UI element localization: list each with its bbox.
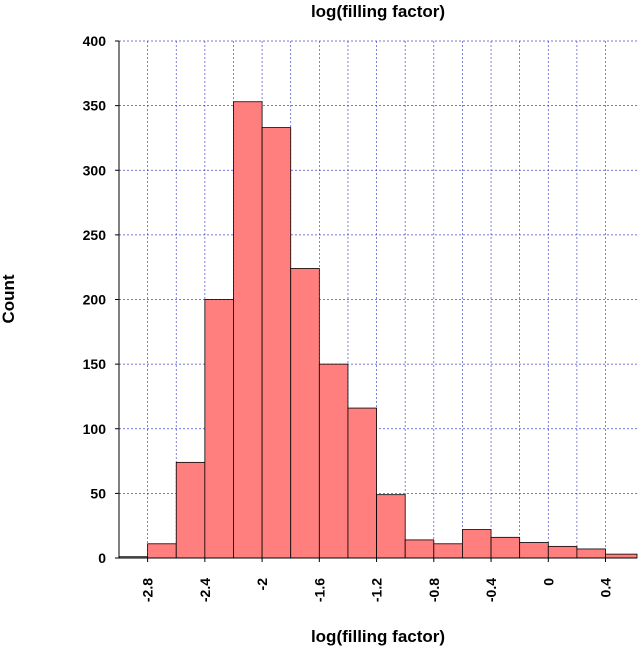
x-tick-label: 0 — [540, 578, 556, 586]
y-tick-label: 0 — [98, 550, 106, 566]
tick-labels: 0 50 100 150 200 250 300 350 400 -2.8 -2.4 -2 -1.6 -1… — [83, 33, 614, 602]
y-tick-label: 100 — [83, 421, 107, 437]
y-tick-label: 250 — [83, 227, 107, 243]
histogram-bar — [175, 461, 206, 559]
y-tick-label: 150 — [83, 356, 107, 372]
chart-title: log(filling factor) — [311, 2, 445, 21]
x-tick-label: -0.8 — [426, 578, 442, 602]
histogram-bar — [204, 299, 234, 559]
x-tick-label: -2.8 — [140, 578, 156, 602]
x-tick-label: -0.4 — [483, 578, 499, 602]
y-tick-label: 300 — [83, 162, 107, 178]
y-axis-label: Count — [0, 274, 18, 323]
x-tick-label: -1.6 — [311, 578, 327, 602]
y-tick-label: 200 — [83, 292, 107, 308]
y-tick-label: 350 — [83, 98, 107, 114]
histogram-bar — [147, 543, 177, 559]
y-tick-label: 50 — [90, 485, 106, 501]
axes — [115, 40, 637, 562]
x-tick-label: 0.4 — [598, 578, 614, 598]
histogram-bar — [290, 268, 320, 559]
y-tick-label: 400 — [83, 33, 107, 49]
histogram-bar — [261, 127, 292, 559]
histogram-bar — [547, 545, 578, 559]
x-tick-label: -2 — [254, 578, 270, 591]
histogram-bar — [605, 553, 638, 559]
histogram-bar — [376, 494, 406, 559]
bars — [118, 101, 638, 559]
histogram-bar — [233, 101, 263, 559]
histogram-bar — [462, 529, 492, 559]
histogram-bar — [519, 542, 549, 559]
histogram-bar — [490, 536, 521, 559]
histogram-bar — [404, 539, 435, 559]
histogram-bar — [318, 363, 349, 559]
histogram-bar — [347, 407, 377, 559]
histogram-bar — [576, 548, 606, 559]
x-tick-label: -1.2 — [369, 578, 385, 602]
x-tick-label: -2.4 — [197, 578, 213, 602]
x-axis-label: log(filling factor) — [311, 627, 445, 646]
histogram-bar — [433, 543, 463, 559]
